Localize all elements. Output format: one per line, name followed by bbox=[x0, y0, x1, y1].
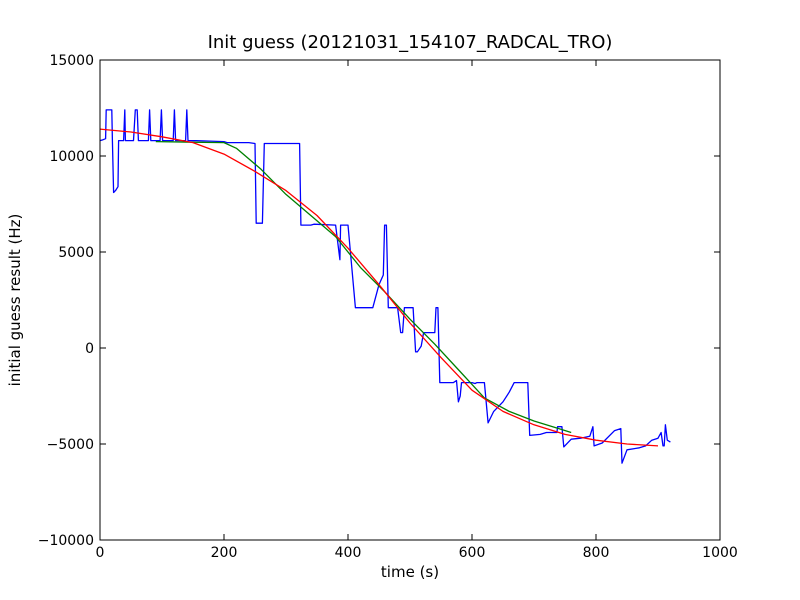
y-tick-label: 10000 bbox=[49, 149, 94, 165]
y-tick-label: 15000 bbox=[49, 53, 94, 69]
series-line-3 bbox=[99, 128, 659, 447]
series-line-2 bbox=[155, 140, 572, 434]
plot-frame bbox=[99, 59, 721, 541]
y-tick-label: −10000 bbox=[38, 533, 94, 549]
x-tick-label: 400 bbox=[335, 545, 362, 561]
series-line-1 bbox=[99, 109, 671, 464]
series-layer bbox=[99, 109, 671, 464]
x-tick-label: 200 bbox=[211, 545, 238, 561]
chart-title: Init guess (20121031_154107_RADCAL_TRO) bbox=[208, 32, 613, 53]
x-tick-label: 600 bbox=[459, 545, 486, 561]
y-tick-label: −5000 bbox=[47, 437, 94, 453]
x-tick-label: 0 bbox=[96, 545, 105, 561]
x-axis-label: time (s) bbox=[381, 563, 439, 581]
x-tick-label: 800 bbox=[583, 545, 610, 561]
y-tick-label: 0 bbox=[85, 341, 94, 357]
ticks-layer: 0 200 400 600 800 1000 −10000 −5000 0 5000 10000 15… bbox=[38, 53, 738, 561]
y-axis-label: initial guess result (Hz) bbox=[6, 214, 24, 387]
x-tick-label: 1000 bbox=[702, 545, 738, 561]
y-tick-label: 5000 bbox=[58, 245, 94, 261]
